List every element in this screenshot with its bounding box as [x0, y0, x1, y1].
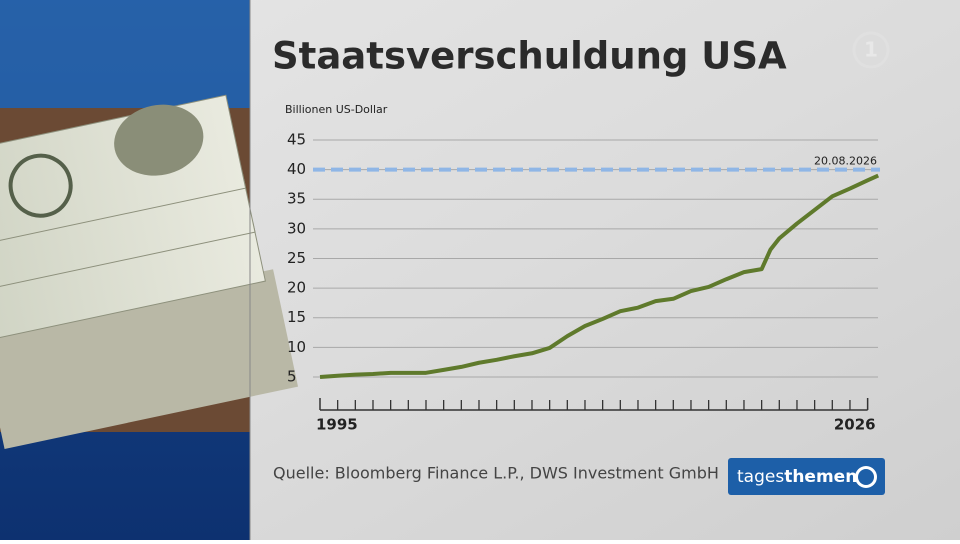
- x-tick-label: 1995: [316, 416, 358, 434]
- y-tick-label: 40: [287, 160, 306, 178]
- y-tick-label: 25: [287, 249, 306, 267]
- y-tick-label: 30: [287, 219, 306, 237]
- brand-part1: tages: [737, 467, 784, 487]
- channel-logo-text: 1: [864, 38, 878, 62]
- y-tick-label: 10: [287, 338, 306, 356]
- title: Staatsverschuldung USA: [272, 35, 787, 78]
- channel-logo: 1: [852, 31, 890, 69]
- x-tick-label: 2026: [834, 416, 876, 434]
- y-tick-label: 35: [287, 190, 306, 208]
- brand-part2: themen: [784, 467, 857, 487]
- source: Quelle: Bloomberg Finance L.P., DWS Inve…: [273, 464, 719, 483]
- y-tick-label: 20: [287, 279, 306, 297]
- y-tick-label: 5: [287, 367, 297, 385]
- data-line: [319, 173, 880, 379]
- brand-text: tagesthemen: [737, 467, 857, 487]
- brand-logo: tagesthemen: [728, 458, 885, 495]
- side-image: [0, 0, 299, 540]
- y-tick-label: 15: [287, 308, 306, 326]
- y-tick-label: 45: [287, 131, 306, 149]
- reference-label: 20.08.2026: [814, 155, 877, 168]
- y-axis-label: Billionen US-Dollar: [285, 103, 388, 116]
